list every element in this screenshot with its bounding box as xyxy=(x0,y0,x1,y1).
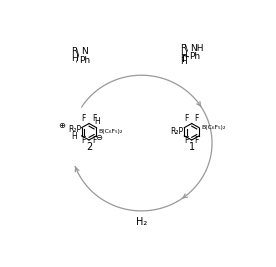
Text: H: H xyxy=(180,51,187,60)
Text: H: H xyxy=(180,57,187,66)
Text: Ph: Ph xyxy=(79,56,90,65)
Text: Ph: Ph xyxy=(190,52,201,61)
Text: 2: 2 xyxy=(86,142,92,152)
Text: ⊕: ⊕ xyxy=(58,121,65,130)
Text: F: F xyxy=(82,136,86,145)
Text: F: F xyxy=(82,114,86,123)
Text: •: • xyxy=(182,53,186,58)
Text: F: F xyxy=(184,114,189,123)
Text: NH: NH xyxy=(190,44,204,53)
Text: R₂P: R₂P xyxy=(68,125,81,134)
Text: H: H xyxy=(71,54,78,63)
Text: /: / xyxy=(76,54,79,63)
Text: F: F xyxy=(195,114,199,123)
Text: F: F xyxy=(92,136,96,145)
Text: R₂P: R₂P xyxy=(171,127,184,136)
Text: F: F xyxy=(92,114,96,123)
Text: B(C₆F₅)₂: B(C₆F₅)₂ xyxy=(201,125,225,130)
Text: R: R xyxy=(71,47,77,56)
Text: H₂: H₂ xyxy=(136,217,147,227)
Text: H: H xyxy=(72,132,77,141)
Text: R: R xyxy=(180,44,186,53)
Text: B(C₆F₅)₂: B(C₆F₅)₂ xyxy=(99,129,123,134)
Text: F: F xyxy=(184,136,189,145)
Text: \: \ xyxy=(76,47,79,56)
Text: H: H xyxy=(95,116,100,125)
Text: 1: 1 xyxy=(189,142,195,152)
Text: F: F xyxy=(195,136,199,145)
Text: ⊖: ⊖ xyxy=(95,133,102,142)
Text: N: N xyxy=(81,47,88,56)
Text: \: \ xyxy=(185,44,188,53)
